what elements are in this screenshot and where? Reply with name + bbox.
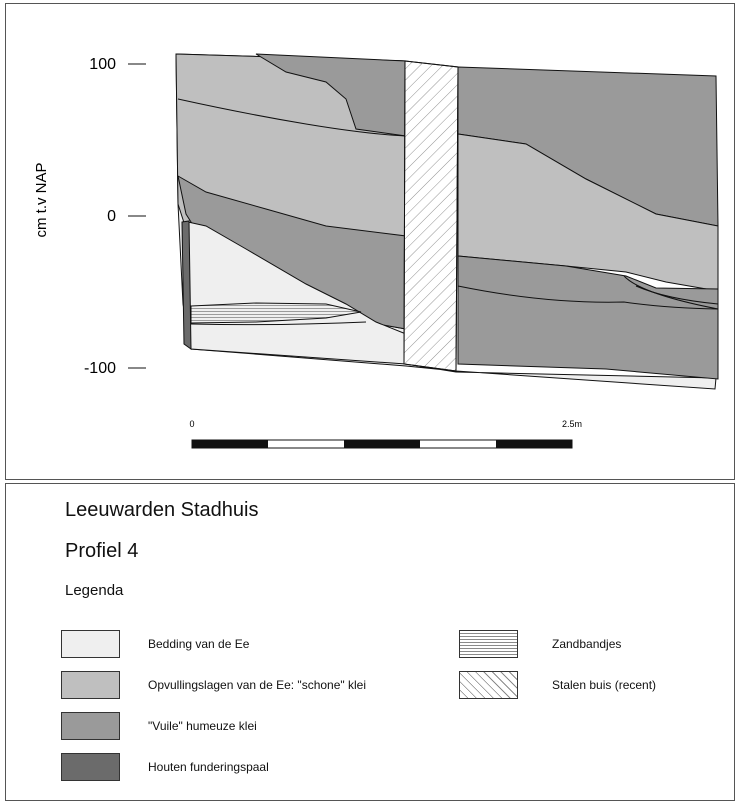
legend-heading: Legenda bbox=[65, 582, 124, 599]
legend-label: "Vuile" humeuze klei bbox=[148, 719, 257, 733]
y-tick-label: 0 bbox=[107, 208, 116, 225]
scale-bar-segment bbox=[496, 440, 572, 448]
legend-label: Zandbandjes bbox=[552, 637, 622, 651]
soil-profile-drawing: 100 0 -100 cm t.v NAP 0 2.5m bbox=[33, 53, 719, 449]
layer-boundary-line bbox=[635, 285, 719, 305]
legend-label: Bedding van de Ee bbox=[148, 637, 250, 651]
profile-title: Profiel 4 bbox=[65, 540, 139, 562]
legend-swatch-clean-clay bbox=[61, 671, 120, 699]
steel-tube-hatch bbox=[403, 60, 459, 372]
sand-band bbox=[190, 302, 362, 324]
y-axis-label: cm t.v NAP bbox=[33, 162, 50, 237]
y-tick-label: -100 bbox=[84, 360, 116, 377]
legend-panel: Leeuwarden Stadhuis Profiel 4 Legenda Be… bbox=[5, 483, 735, 801]
site-title: Leeuwarden Stadhuis bbox=[65, 499, 259, 521]
scale-bar-segment bbox=[344, 440, 420, 448]
legend-label: Stalen buis (recent) bbox=[552, 678, 657, 692]
legend-swatch-bedding bbox=[61, 630, 120, 658]
legend-swatch-pile bbox=[61, 753, 120, 781]
y-tick-label: 100 bbox=[89, 56, 116, 73]
legend-label: Opvullingslagen van de Ee: "schone" klei bbox=[148, 678, 366, 692]
legend-label: Houten funderingspaal bbox=[148, 760, 269, 774]
layer-boundary-line bbox=[177, 98, 407, 137]
scale-bar-segment bbox=[192, 440, 268, 448]
scale-bar-end-label: 2.5m bbox=[562, 419, 582, 429]
dirty-clay-layer-right-lower bbox=[457, 255, 719, 380]
legend-swatch-steel-tube bbox=[459, 671, 518, 699]
legend-swatch-dirty-clay bbox=[61, 712, 120, 740]
layer-boundary-line bbox=[457, 285, 719, 310]
scale-bar: 0 2.5m bbox=[189, 419, 582, 449]
legend-swatch-sand-bands bbox=[459, 630, 518, 658]
y-axis: 100 0 -100 cm t.v NAP bbox=[33, 56, 146, 377]
scale-bar-start-label: 0 bbox=[189, 419, 194, 429]
wooden-pile bbox=[181, 220, 192, 350]
layer-boundary-line bbox=[190, 321, 367, 326]
profile-panel: 100 0 -100 cm t.v NAP 0 2.5m bbox=[5, 3, 735, 480]
